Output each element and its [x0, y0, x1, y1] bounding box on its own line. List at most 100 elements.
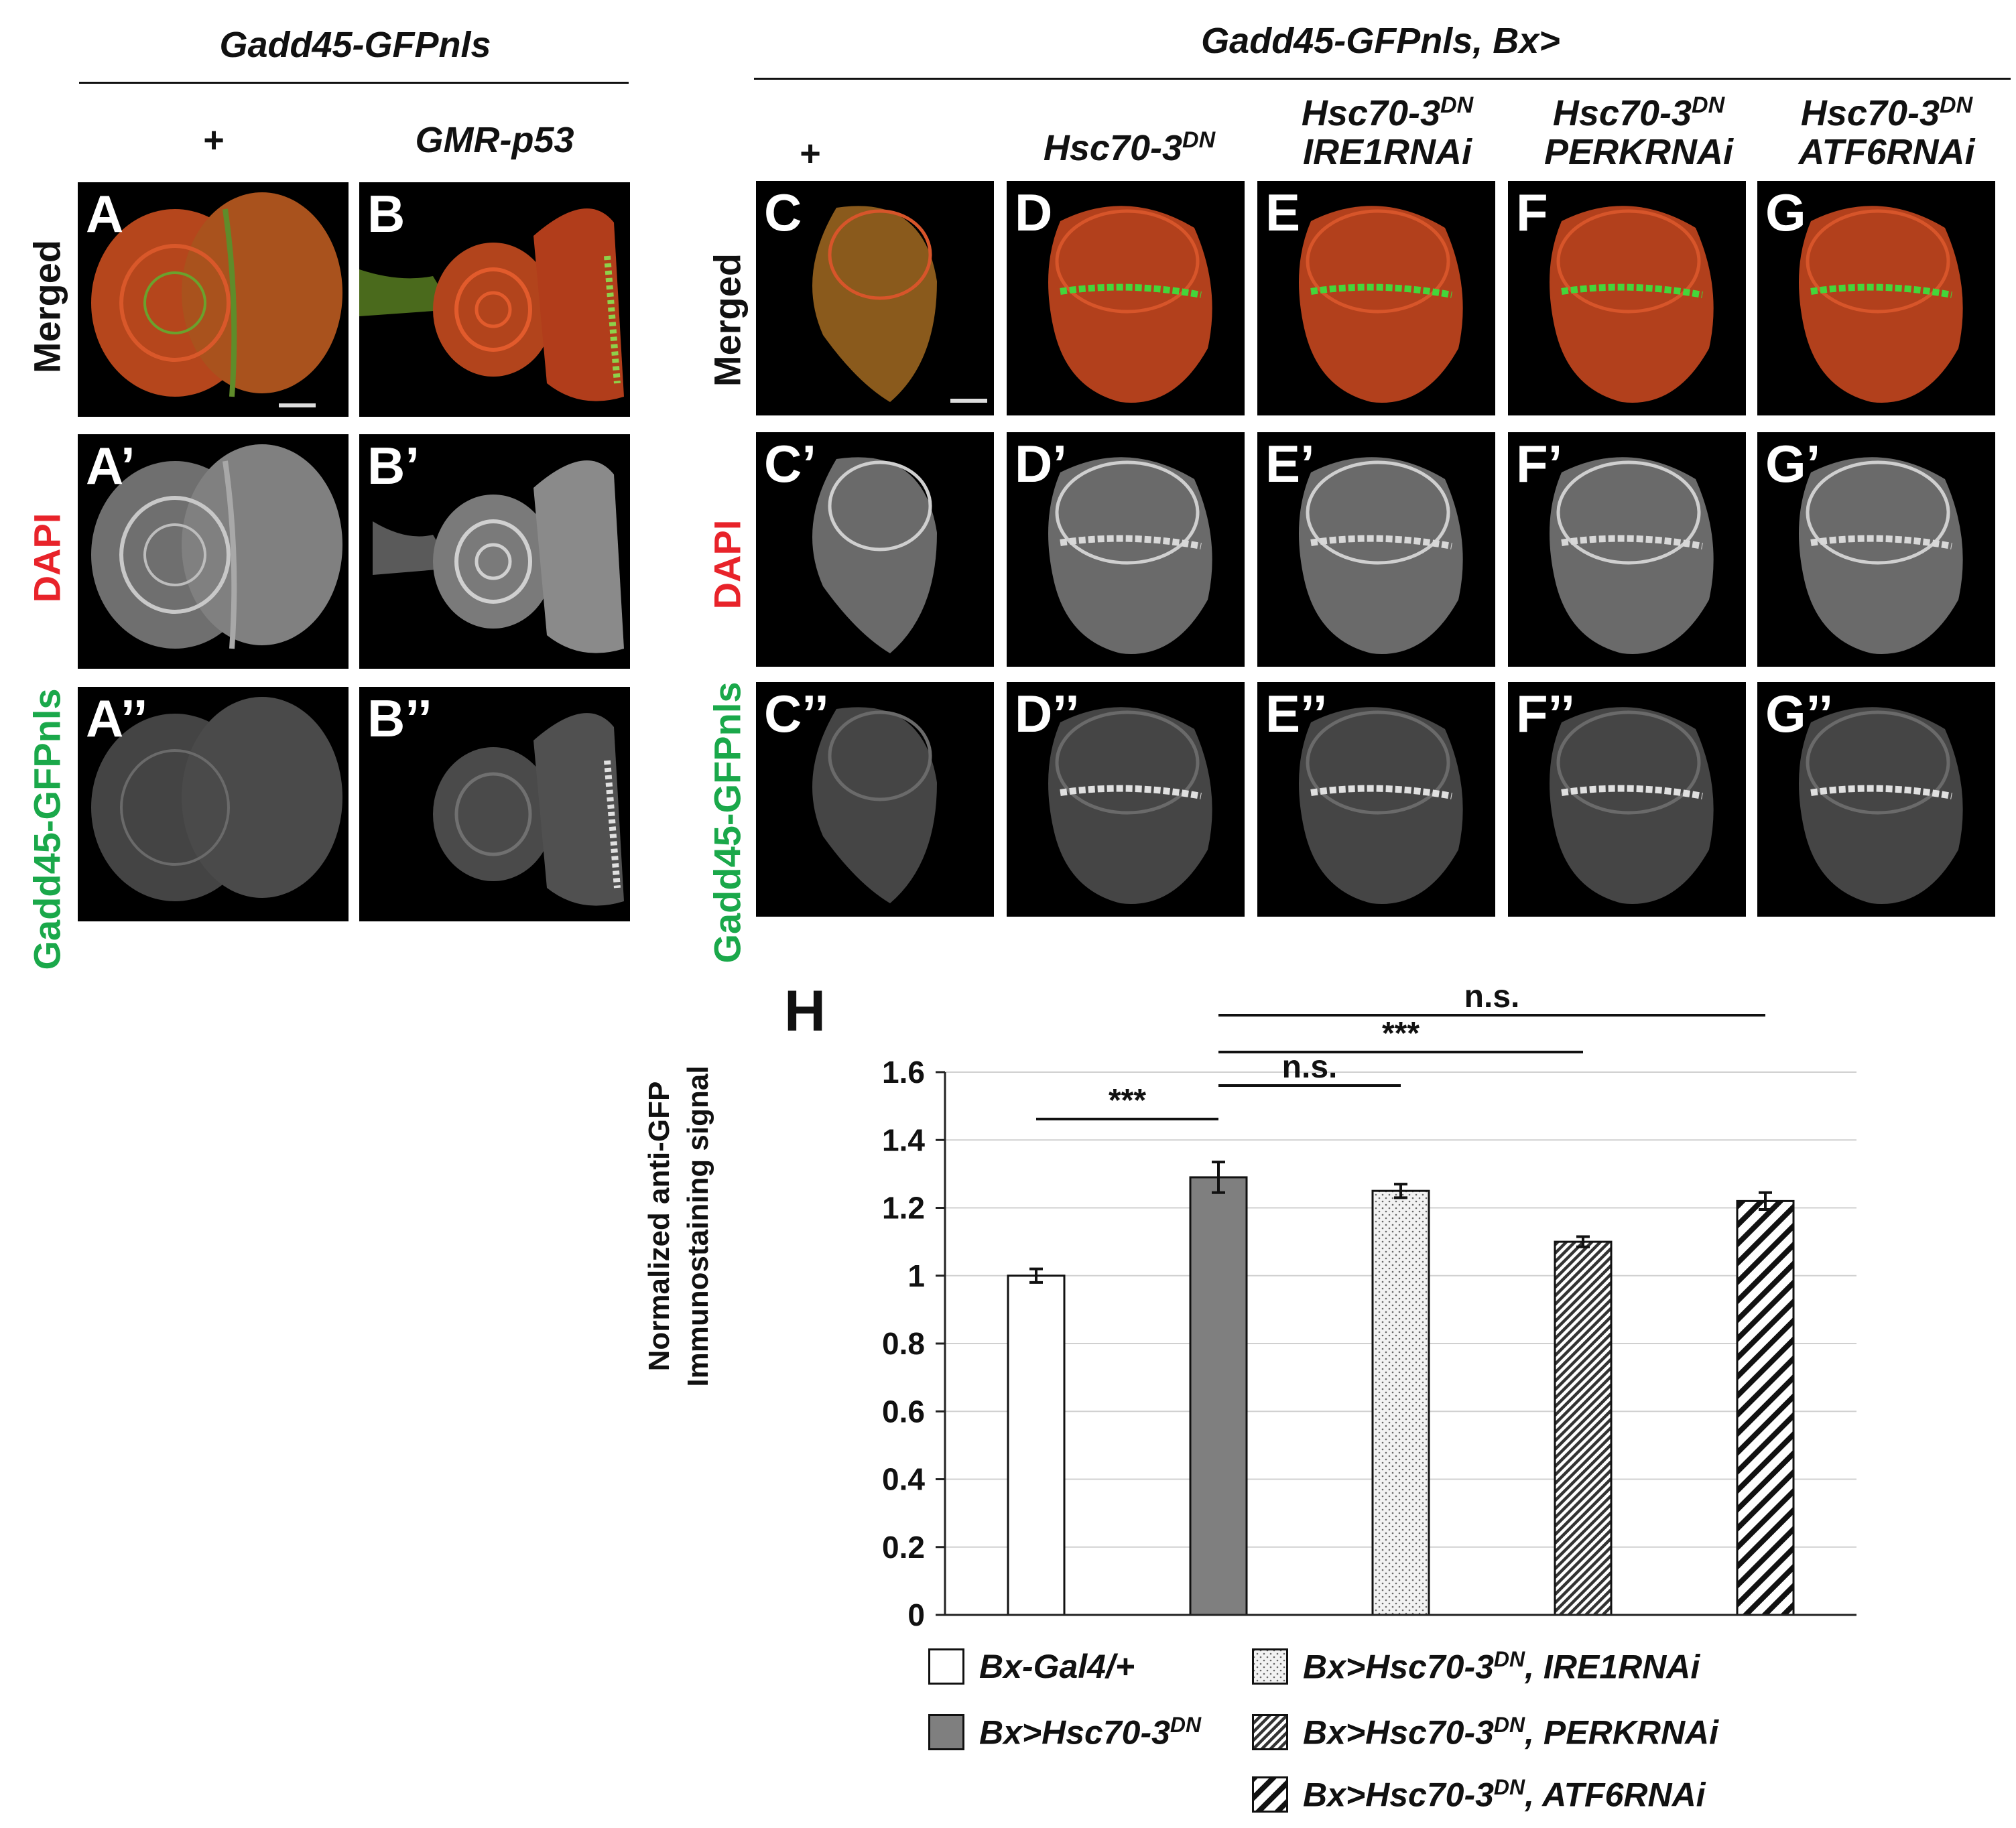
panel-B-prime: B’	[359, 434, 630, 669]
panel-label-G-prime: G’	[1765, 434, 1821, 493]
error-bar-0	[1029, 1267, 1043, 1284]
legend-swatch-1	[928, 1714, 964, 1750]
row-label-gfp-right: Gadd45-GFPnls	[706, 681, 749, 964]
panel-G: G	[1757, 181, 1995, 415]
y-tick-label: 0.4	[882, 1462, 925, 1497]
legend-swatch-3	[1252, 1714, 1288, 1750]
panel-C-dprime-image	[812, 707, 937, 903]
panel-D-dprime-image	[1048, 707, 1212, 904]
left-group-title: Gadd45-GFPnls	[219, 25, 491, 65]
col-label-E: Hsc70-3DN IRE1RNAi	[1253, 86, 1521, 172]
panel-A-image	[91, 192, 342, 407]
panel-B: B	[359, 182, 630, 417]
bar-2	[1371, 1189, 1430, 1616]
legend-swatch-2	[1252, 1648, 1288, 1685]
left-group-rule	[79, 82, 629, 84]
error-bar-3	[1576, 1235, 1590, 1248]
legend-item-1: Bx>Hsc70-3DN	[928, 1711, 1201, 1754]
chart-significance: *** n.s. *** n.s.	[1036, 979, 1765, 1120]
panel-label-E: E	[1265, 183, 1301, 242]
chart-ylabel: Normalized anti-GFP Immunostaining signa…	[640, 992, 718, 1461]
chart-ylabel-line2: Immunostaining signal	[682, 1065, 714, 1387]
legend-swatch-0	[928, 1648, 964, 1685]
col-label-F-text: Hsc70-3	[1552, 93, 1692, 133]
panel-A-dprime-image	[91, 697, 342, 901]
col-label-C-text: +	[799, 133, 820, 174]
y-tick-label: 0.8	[882, 1326, 925, 1361]
panel-G-prime: G’	[1757, 432, 1995, 667]
panel-F-dprime-image	[1550, 707, 1714, 904]
significance-label-3: n.s.	[1464, 979, 1520, 1015]
panel-F: F	[1508, 181, 1746, 415]
panel-F-prime-image	[1550, 457, 1714, 654]
panel-label-D-dprime: D’’	[1015, 684, 1080, 743]
col-label-B: GMR-p53	[415, 120, 574, 160]
panel-E: E	[1257, 181, 1495, 415]
legend-item-4: Bx>Hsc70-3DN, ATF6RNAi	[1252, 1773, 1706, 1816]
col-label-G-sup: DN	[1940, 92, 1973, 118]
y-tick-label: 1.2	[882, 1191, 925, 1226]
panel-B-image	[359, 208, 624, 401]
panel-B-dprime-image	[433, 713, 624, 906]
bar-1	[1189, 1176, 1248, 1616]
legend-text-1: Bx>Hsc70-3DN	[979, 1712, 1202, 1752]
panel-A: A	[78, 182, 349, 417]
panel-F-image	[1550, 206, 1714, 403]
row-label-merged-left: Merged	[25, 239, 68, 374]
panel-B-prime-image	[373, 460, 624, 653]
col-label-E-text: Hsc70-3	[1301, 93, 1441, 133]
significance-label-0: ***	[1109, 1083, 1146, 1118]
panel-D: D	[1007, 181, 1245, 415]
panel-label-F-dprime: F’’	[1516, 684, 1576, 743]
panel-label-C: C	[764, 183, 802, 242]
y-tick-label: 0.2	[882, 1530, 925, 1565]
chart-axes: 0 0.2 0.4 0.6 0.8 1 1.2 1.4 1.6	[882, 1055, 1856, 1632]
panel-E-prime: E’	[1257, 432, 1495, 667]
legend-text-3: Bx>Hsc70-3DN, PERKRNAi	[1303, 1712, 1719, 1752]
col-label-F: Hsc70-3DN PERKRNAi	[1505, 86, 1773, 172]
col-label-D: Hsc70-3DN	[995, 121, 1263, 168]
panel-label-A-dprime: A’’	[86, 689, 148, 748]
col-label-F-sup: DN	[1692, 92, 1725, 118]
panel-label-A-prime: A’	[86, 436, 135, 495]
legend-text-4: Bx>Hsc70-3DN, ATF6RNAi	[1303, 1774, 1706, 1814]
col-label-D-text: Hsc70-3	[1043, 128, 1183, 168]
panel-C-prime: C’	[756, 432, 994, 667]
panel-C-prime-image	[812, 457, 937, 653]
row-label-dapi-right: DAPI	[706, 519, 749, 610]
y-tick-label: 1.6	[882, 1055, 925, 1090]
panel-label-B: B	[367, 184, 405, 243]
legend-text-2: Bx>Hsc70-3DN, IRE1RNAi	[1303, 1646, 1700, 1686]
y-tick-label: 1.4	[882, 1122, 925, 1157]
y-tick-label: 0	[907, 1597, 925, 1632]
panel-label-B-prime: B’	[367, 436, 420, 495]
panel-label-C-dprime: C’’	[764, 684, 829, 743]
panel-label-B-dprime: B’’	[367, 689, 432, 748]
panel-C-dprime: C’’	[756, 682, 994, 917]
legend-item-3: Bx>Hsc70-3DN, PERKRNAi	[1252, 1711, 1718, 1754]
panel-label-E-dprime: E’’	[1265, 684, 1328, 743]
row-label-merged-right: Merged	[706, 253, 749, 387]
panel-E-dprime-image	[1299, 707, 1463, 904]
chart-ylabel-line1: Normalized anti-GFP	[643, 1081, 676, 1372]
col-label-A: +	[202, 120, 224, 160]
error-bar-1	[1212, 1161, 1225, 1194]
row-label-dapi-left: DAPI	[25, 513, 68, 603]
bar-3	[1554, 1240, 1613, 1616]
panel-G-prime-image	[1799, 457, 1963, 654]
right-group-title: Gadd45-GFPnls, Bx>	[1201, 21, 1560, 61]
panel-G-dprime: G’’	[1757, 682, 1995, 917]
panel-D-prime: D’	[1007, 432, 1245, 667]
panel-label-E-prime: E’	[1265, 434, 1315, 493]
panel-E-dprime: E’’	[1257, 682, 1495, 917]
panel-label-D-prime: D’	[1015, 434, 1067, 493]
error-bar-4	[1759, 1191, 1772, 1212]
legend-item-0: Bx-Gal4/+	[928, 1645, 1135, 1688]
panel-C: C	[756, 181, 994, 415]
bar-4	[1736, 1199, 1795, 1616]
panel-F-dprime: F’’	[1508, 682, 1746, 917]
panel-label-C-prime: C’	[764, 434, 816, 493]
legend-text-0: Bx-Gal4/+	[979, 1648, 1135, 1685]
panel-D-prime-image	[1048, 457, 1212, 654]
panel-E-prime-image	[1299, 457, 1463, 654]
